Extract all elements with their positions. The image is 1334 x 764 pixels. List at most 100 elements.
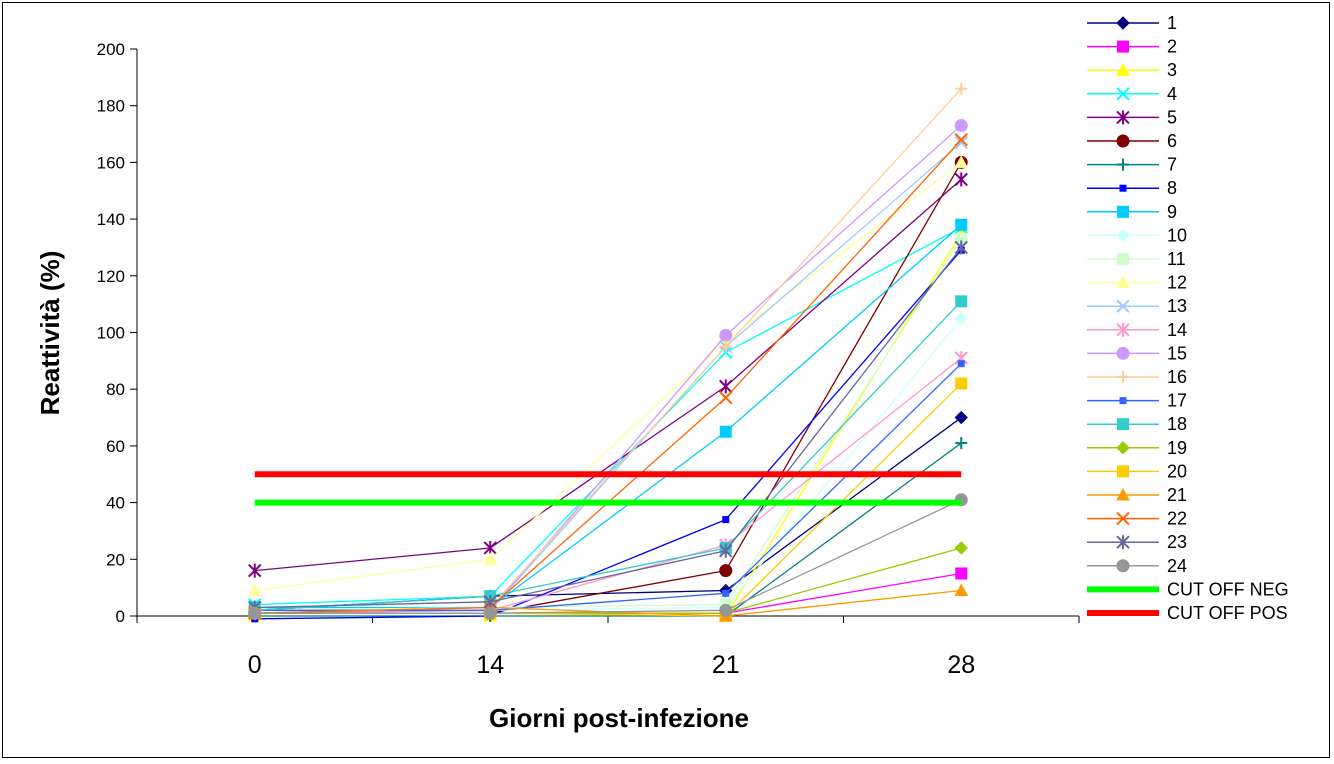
series-line (254, 249, 962, 620)
data-point (248, 606, 262, 620)
series-line (254, 247, 962, 609)
series-3 (247, 226, 969, 622)
series-line (254, 139, 962, 614)
legend-label: 16 (1167, 367, 1187, 387)
legend-item: 11 (1087, 249, 1186, 269)
series-line (254, 499, 962, 614)
legend-item: 12 (1087, 273, 1187, 293)
series-line (254, 317, 962, 614)
legend-item: CUT OFF POS (1087, 603, 1288, 623)
series-17 (251, 360, 965, 614)
legend-label: CUT OFF POS (1167, 603, 1288, 623)
legend-marker (1116, 346, 1130, 360)
legend-label: 10 (1167, 225, 1187, 245)
legend-label: 11 (1167, 249, 1186, 269)
data-point (719, 543, 733, 558)
legend-marker (1117, 253, 1129, 265)
series-8 (251, 246, 965, 623)
legend-label: 18 (1167, 414, 1187, 434)
legend-label: 24 (1167, 556, 1187, 576)
legend-marker (1116, 134, 1130, 148)
series-7 (248, 437, 968, 622)
data-point (955, 567, 968, 580)
data-point (957, 360, 965, 368)
data-point (719, 390, 733, 405)
data-point (955, 295, 968, 308)
series-11 (248, 232, 968, 617)
legend-label: 4 (1167, 84, 1177, 104)
x-tick-label: 21 (712, 651, 740, 679)
legend-marker (1117, 371, 1129, 383)
data-point (954, 133, 968, 147)
data-point (955, 377, 968, 390)
legend-label: 5 (1167, 107, 1177, 127)
y-tick-label: 200 (97, 40, 125, 59)
y-axis-title: Reattività (%) (35, 251, 65, 416)
x-tick-label: 14 (476, 651, 504, 679)
legend-item: 6 (1087, 131, 1177, 151)
series-5 (248, 172, 968, 578)
series-22 (248, 133, 968, 620)
data-point (954, 119, 968, 133)
legend-marker (1116, 299, 1130, 313)
y-tick-label: 180 (97, 97, 125, 116)
series-line (254, 442, 962, 617)
legend-marker (1117, 205, 1129, 218)
series-line (254, 227, 962, 606)
legend-marker (1116, 275, 1130, 289)
legend-item: 10 (1087, 225, 1187, 245)
legend-item: 2 (1087, 37, 1177, 57)
legend-marker (1117, 40, 1129, 53)
y-tick-label: 0 (116, 607, 125, 626)
legend-item: 7 (1087, 155, 1177, 175)
x-tick-label: 28 (947, 651, 975, 679)
data-point (722, 589, 730, 597)
legend-marker (1116, 535, 1130, 550)
data-point (954, 311, 968, 326)
series-15 (248, 119, 968, 620)
data-point (719, 564, 733, 578)
legend-label: 19 (1167, 438, 1187, 458)
series-line (254, 300, 962, 611)
y-tick-label: 20 (106, 550, 125, 569)
y-tick-label: 60 (106, 437, 125, 456)
legend-label: CUT OFF NEG (1167, 579, 1289, 599)
series-4 (248, 220, 968, 612)
plot-area: 0 20 40 60 80 100 120 140 160 180 200 0 14 21 28 (97, 40, 1080, 679)
data-point (483, 594, 497, 609)
series-9 (248, 218, 968, 614)
legend-label: 23 (1167, 532, 1187, 552)
data-point (954, 172, 968, 187)
legend-marker (1117, 418, 1129, 431)
legend-label: 17 (1167, 391, 1187, 411)
data-point (955, 218, 968, 231)
legend-item: 1 (1087, 13, 1177, 33)
data-point (483, 606, 497, 620)
data-point (954, 135, 968, 150)
series-10 (248, 311, 968, 620)
data-point (954, 583, 969, 596)
data-point (719, 328, 733, 342)
series-24 (248, 493, 968, 620)
legend-item: 17 (1087, 391, 1187, 411)
legend-item: 19 (1087, 438, 1187, 458)
legend-item: 3 (1087, 60, 1177, 80)
data-point (954, 541, 968, 555)
legend-label: 9 (1167, 202, 1177, 222)
legend-item: CUT OFF NEG (1087, 579, 1289, 599)
legend-label: 3 (1167, 60, 1177, 80)
legend-label: 22 (1167, 509, 1187, 529)
legend-label: 1 (1167, 13, 1177, 33)
series-line (254, 125, 962, 614)
series-line (254, 232, 962, 617)
legend-marker (1116, 487, 1130, 501)
data-point (954, 155, 969, 168)
y-tick-label: 120 (97, 267, 125, 286)
data-point (955, 82, 968, 95)
legend-marker (1116, 559, 1130, 573)
legend-item: 14 (1087, 320, 1187, 340)
series-line (254, 238, 962, 611)
series-line (254, 142, 962, 614)
series-line (254, 357, 962, 614)
